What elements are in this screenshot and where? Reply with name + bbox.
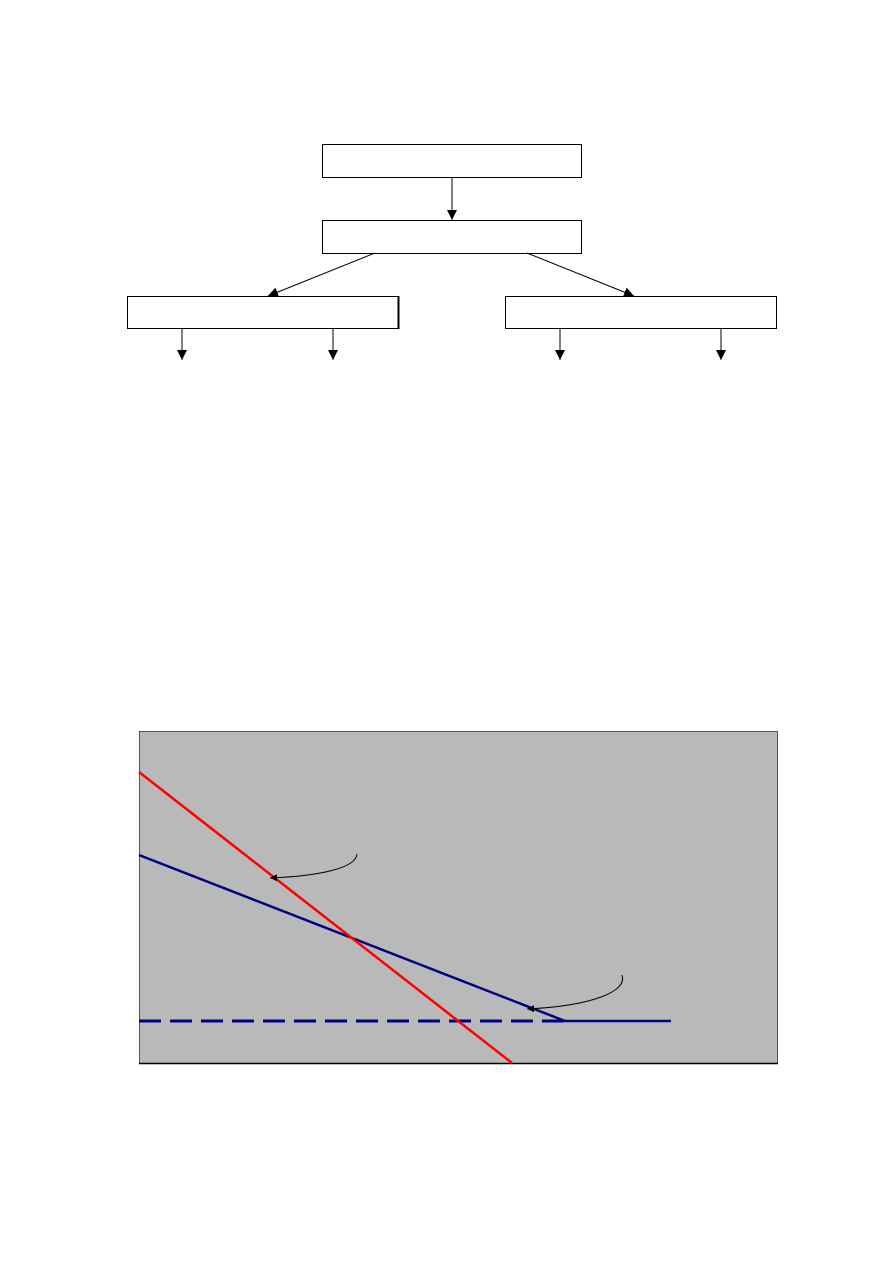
arrow bbox=[267, 252, 376, 297]
flow-diagram bbox=[127, 144, 777, 360]
callout-arrow bbox=[526, 974, 624, 1013]
red-line bbox=[138, 771, 513, 1064]
box-middle bbox=[322, 220, 582, 254]
box-top bbox=[322, 144, 582, 178]
line-figure bbox=[138, 731, 778, 1065]
box-left bbox=[127, 296, 399, 329]
callout-arrow bbox=[269, 853, 358, 882]
plot-area bbox=[139, 731, 778, 1064]
blue-line bbox=[138, 853, 671, 1023]
arrow bbox=[526, 252, 635, 297]
box-right bbox=[505, 296, 777, 329]
